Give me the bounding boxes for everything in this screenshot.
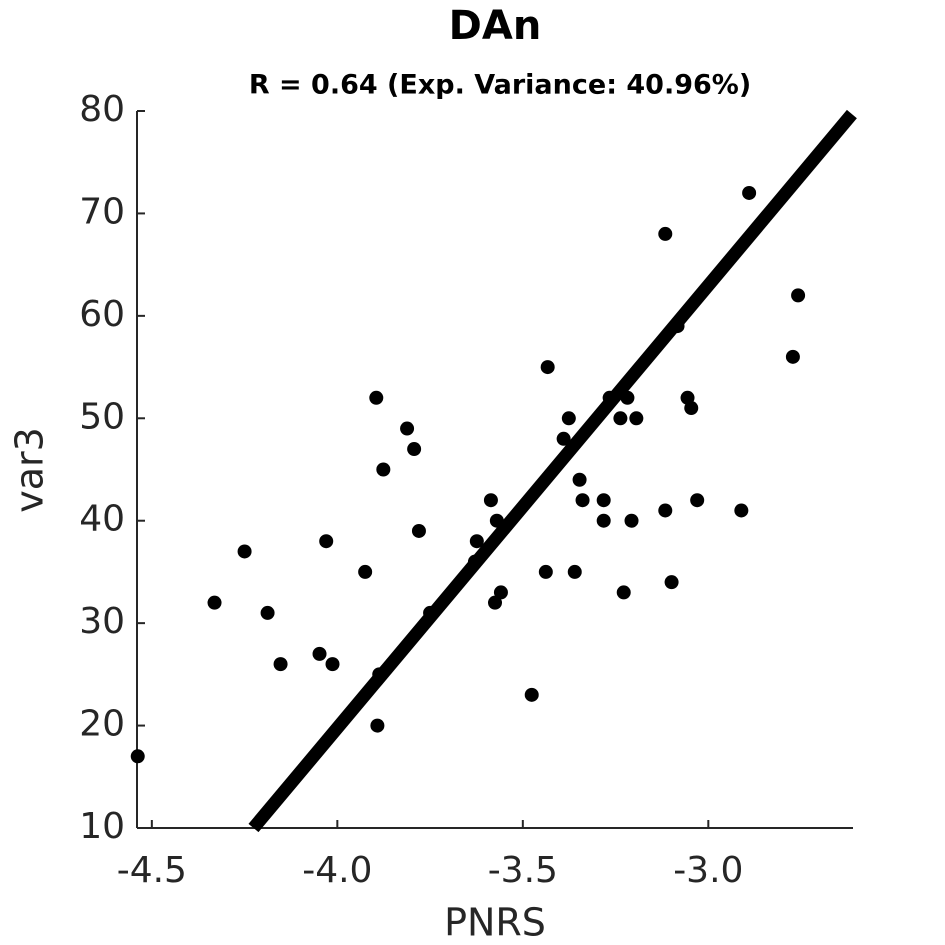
point [575,493,590,508]
y-tick-label: 50 [79,396,125,437]
y-tick-label: 60 [79,294,125,335]
point [407,442,422,457]
point [423,605,438,620]
point [596,513,611,528]
point [376,462,391,477]
point [260,605,275,620]
point [734,503,749,518]
point [488,595,502,610]
point [469,534,484,549]
point [742,185,757,200]
y-tick-label: 80 [79,89,125,130]
point [664,575,679,590]
fit-line [248,109,857,833]
point [319,534,334,549]
point [411,523,426,538]
point [572,472,587,487]
x-tick-label: -4.0 [302,850,372,891]
point [791,288,806,303]
point [785,349,800,364]
point [658,226,673,241]
chart-title: DAn [449,3,542,49]
point [538,564,553,579]
point [372,667,387,682]
point [624,513,639,528]
x-tick-label: -3.0 [673,850,743,891]
point [130,749,145,764]
x-axis-label: PNRS [444,901,546,945]
point [237,544,252,559]
point [613,411,628,426]
point [561,411,576,426]
y-tick-label: 30 [79,601,125,642]
y-tick-label: 20 [79,704,125,745]
point [493,585,508,600]
point [596,493,611,508]
point [602,390,617,405]
x-tick-label: -3.5 [488,850,558,891]
point [400,421,415,436]
point [658,503,673,518]
y-tick-label: 40 [79,499,125,540]
y-tick-label: 10 [79,806,125,847]
point [524,687,539,702]
point [690,493,705,508]
point [483,493,498,508]
point [370,718,385,733]
chart-subtitle: R = 0.64 (Exp. Variance: 40.96%) [249,70,751,101]
point [207,595,222,610]
point [556,431,571,446]
point [273,657,288,672]
point [567,564,582,579]
point [629,411,644,426]
point [684,401,699,416]
y-axis-label: var3 [8,427,52,513]
point [325,657,340,672]
point [489,513,504,528]
point [467,554,482,569]
point [616,585,631,600]
point [312,646,327,661]
x-tick-label: -4.5 [117,850,187,891]
point [540,360,555,375]
y-tick-label: 70 [79,191,125,232]
point [358,564,373,579]
point [670,319,685,334]
point [369,390,384,405]
point [620,390,635,405]
